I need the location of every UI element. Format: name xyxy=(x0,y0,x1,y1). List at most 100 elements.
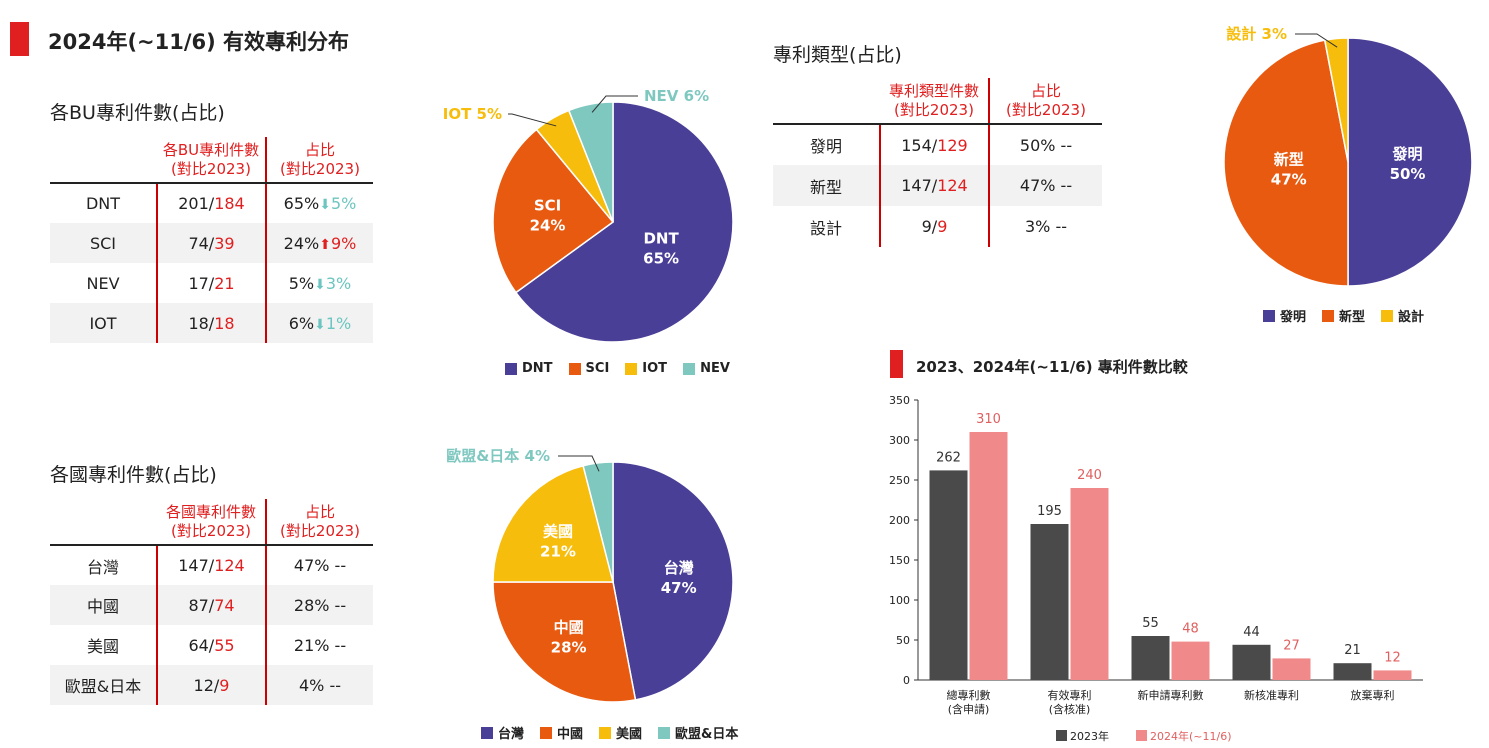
col1-header-sub: (對比2023) xyxy=(894,100,974,119)
name-header xyxy=(773,78,880,125)
row-delta: 1% xyxy=(325,313,352,333)
row-value-2024: 9 xyxy=(921,217,932,236)
type-pie-chart: 發明 50% 新型 47% 設計 3% xyxy=(1223,25,1473,287)
country-pie-chart: 台灣 47% 中國 28% 美國 21% 歐盟&日本 4% xyxy=(446,447,734,703)
legend-item: 設計 xyxy=(1381,306,1424,325)
bu-table: 各BU專利件數 (對比2023) 占比 (對比2023) DNT 201/184 65%⬇5… xyxy=(50,137,373,343)
bar-2-1 xyxy=(1171,641,1210,680)
row-pct: 28% xyxy=(293,595,330,615)
x-tick-label: 總專利數 xyxy=(947,688,991,702)
y-tick-label: 350 xyxy=(889,394,910,407)
legend-item: 美國 xyxy=(599,723,642,742)
col1-header-label: 各BU專利件數 xyxy=(162,140,260,159)
slice-outside-label: 設計 3% xyxy=(1226,25,1287,43)
bar-legend-label: 2023年 xyxy=(1070,729,1109,743)
title-accent-bar xyxy=(10,22,29,56)
bar-legend-swatch xyxy=(1056,730,1067,741)
slice-leader-line xyxy=(591,95,638,113)
col2-header-label: 占比 xyxy=(1030,81,1061,100)
bu-table-title: 各BU專利件數(占比) xyxy=(50,102,225,124)
legend-label: DNT xyxy=(522,361,553,376)
type-table-title: 專利類型(占比) xyxy=(773,44,902,66)
country-table: 各國專利件數 (對比2023) 占比 (對比2023) 台灣 147/124 47% -- 中… xyxy=(50,499,373,705)
row-name: IOT xyxy=(89,313,117,333)
row-value-sep: / xyxy=(208,273,215,293)
x-tick-label: 新申請專利數 xyxy=(1138,688,1204,702)
name-header xyxy=(50,137,157,184)
row-delta: -- xyxy=(329,595,347,615)
legend-item: IOT xyxy=(625,361,667,376)
row-value-2024: 12 xyxy=(193,675,214,695)
col1-header-sub: (對比2023) xyxy=(171,521,251,540)
row-name: 美國 xyxy=(86,637,119,656)
type-table: 專利類型件數 (對比2023) 占比 (對比2023) 發明 154/129 50% -- 新… xyxy=(773,78,1102,247)
row-value-2024: 17 xyxy=(188,273,209,293)
row-value-sep: / xyxy=(213,675,220,695)
pie-slice-0 xyxy=(1347,37,1473,287)
row-pct: 4% xyxy=(298,675,325,695)
row-pct: 6% xyxy=(288,313,315,333)
y-tick-label: 50 xyxy=(896,634,910,647)
col1-header: 各國專利件數 (對比2023) xyxy=(157,499,266,546)
y-tick-label: 200 xyxy=(889,514,910,527)
slice-label: 中國 xyxy=(554,619,584,637)
col2-header-label: 占比 xyxy=(304,502,335,521)
bar-3-1 xyxy=(1272,658,1311,680)
legend-item: 發明 xyxy=(1263,306,1306,325)
legend-swatch xyxy=(1381,309,1394,322)
bar-value-label: 240 xyxy=(1077,468,1102,483)
bar-value-label: 21 xyxy=(1344,643,1361,658)
y-tick-label: 150 xyxy=(889,554,910,567)
bar-0-0 xyxy=(929,470,968,680)
row-name: 台灣 xyxy=(86,557,119,577)
table-row: IOT 18/18 6%⬇1% xyxy=(50,303,373,343)
y-tick-label: 100 xyxy=(889,594,910,607)
row-value-2023: 9 xyxy=(219,675,230,695)
pie-slice-0 xyxy=(514,101,734,343)
table-row: 中國 87/74 28% -- xyxy=(50,585,373,625)
bar-chart-accent-bar xyxy=(890,350,903,378)
slice-pct: 47% xyxy=(661,579,697,597)
bar-value-label: 55 xyxy=(1142,616,1159,631)
x-tick-label: 新核准專利 xyxy=(1244,688,1299,702)
row-pct: 3% xyxy=(1024,217,1051,236)
x-tick-label: (含核准) xyxy=(1049,702,1091,716)
row-pct: 5% xyxy=(288,273,315,293)
row-value-sep: / xyxy=(208,635,215,655)
row-delta: -- xyxy=(329,635,347,655)
row-value-2024: 87 xyxy=(188,595,209,615)
bar-value-label: 262 xyxy=(936,450,961,465)
legend-swatch xyxy=(658,726,671,739)
bar-3-0 xyxy=(1232,644,1271,680)
row-delta: -- xyxy=(1050,217,1068,236)
pie-slice-3 xyxy=(582,461,614,583)
col1-header: 各BU專利件數 (對比2023) xyxy=(157,137,266,184)
x-tick-label: (含申請) xyxy=(948,702,990,716)
legend-item: 歐盟&日本 xyxy=(658,723,738,742)
row-pct: 50% xyxy=(1019,135,1056,155)
row-name: 中國 xyxy=(86,597,119,616)
legend-label: 中國 xyxy=(557,727,584,742)
legend-swatch xyxy=(683,362,696,375)
bar-value-label: 195 xyxy=(1037,504,1062,519)
legend-label: 新型 xyxy=(1339,310,1366,325)
row-value-sep: / xyxy=(208,595,215,615)
row-value-sep: / xyxy=(931,135,938,155)
bar-value-label: 27 xyxy=(1283,638,1300,653)
row-value-2024: 74 xyxy=(188,233,209,253)
row-value-sep: / xyxy=(208,556,215,575)
slice-label: 美國 xyxy=(543,522,573,540)
page-title: 2024年(~11/6) 有效專利分布 xyxy=(48,30,350,54)
x-tick-label: 放棄專利 xyxy=(1351,688,1395,702)
row-pct: 47% xyxy=(293,556,330,575)
row-value-sep: / xyxy=(208,233,215,253)
col2-header-sub: (對比2023) xyxy=(280,521,360,540)
row-value-2023: 55 xyxy=(214,635,235,655)
row-value-2023: 9 xyxy=(937,217,948,236)
col2-header-sub: (對比2023) xyxy=(280,159,360,178)
col2-header: 占比 (對比2023) xyxy=(988,78,1102,125)
table-row: 美國 64/55 21% -- xyxy=(50,625,373,665)
row-value-sep: / xyxy=(208,313,215,333)
row-value-2023: 21 xyxy=(214,273,235,293)
legend-swatch xyxy=(1322,309,1335,322)
